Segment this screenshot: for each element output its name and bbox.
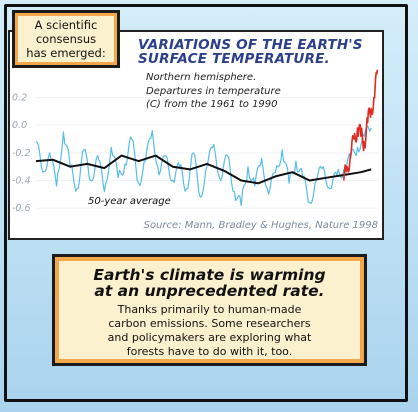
- chart-title-line1: VARIATIONS OF THE EARTH'S: [138, 37, 363, 53]
- y-tick-label: -0.4: [12, 176, 31, 187]
- body-text: Thanks primarily to human-made carbon em…: [65, 303, 354, 359]
- y-tick-label: -0.2: [12, 148, 31, 159]
- series-line-reconstruction: [35, 125, 372, 206]
- body-line-2: carbon emissions. Some researchers: [108, 317, 311, 330]
- callout-line-3: has emerged:: [26, 46, 106, 60]
- callout-line-2: consensus: [35, 32, 97, 46]
- y-tick-label: 0.0: [12, 120, 27, 131]
- series-line-50-year-average: [35, 154, 372, 185]
- chart-subtitle: Northern hemisphere. Departures in tempe…: [146, 71, 346, 112]
- chart-title: VARIATIONS OF THE EARTH'S SURFACE TEMPER…: [138, 38, 368, 66]
- consensus-callout: A scientific consensus has emerged:: [12, 10, 120, 68]
- avg-series-label: 50-year average: [88, 196, 171, 207]
- body-line-3: and policymakers are exploring what: [107, 331, 312, 344]
- climate-caption-box: Earth's climate is warming at an unprece…: [52, 254, 367, 366]
- subtitle-line-1: Northern hemisphere.: [146, 72, 257, 83]
- headline: Earth's climate is warming at an unprece…: [63, 267, 356, 299]
- subtitle-line-2: Departures in temperature: [146, 85, 281, 97]
- chart-title-line2: SURFACE TEMPERATURE.: [138, 51, 330, 67]
- body-line-4: forests have to do with it, too.: [126, 345, 293, 358]
- headline-line-1: Earth's climate is warming: [93, 266, 326, 284]
- series-line-instrumental: [343, 69, 379, 181]
- y-tick-label: 0.2: [12, 93, 27, 104]
- callout-line-1: A scientific: [34, 18, 98, 32]
- headline-line-2: at an unprecedented rate.: [94, 282, 325, 300]
- chart-source: Source: Mann, Bradley & Hughes, Nature 1…: [143, 220, 378, 231]
- y-tick-label: -0.6: [12, 203, 31, 214]
- body-line-1: Thanks primarily to human-made: [117, 303, 302, 316]
- subtitle-line-3: (C) from the 1961 to 1990: [146, 99, 278, 110]
